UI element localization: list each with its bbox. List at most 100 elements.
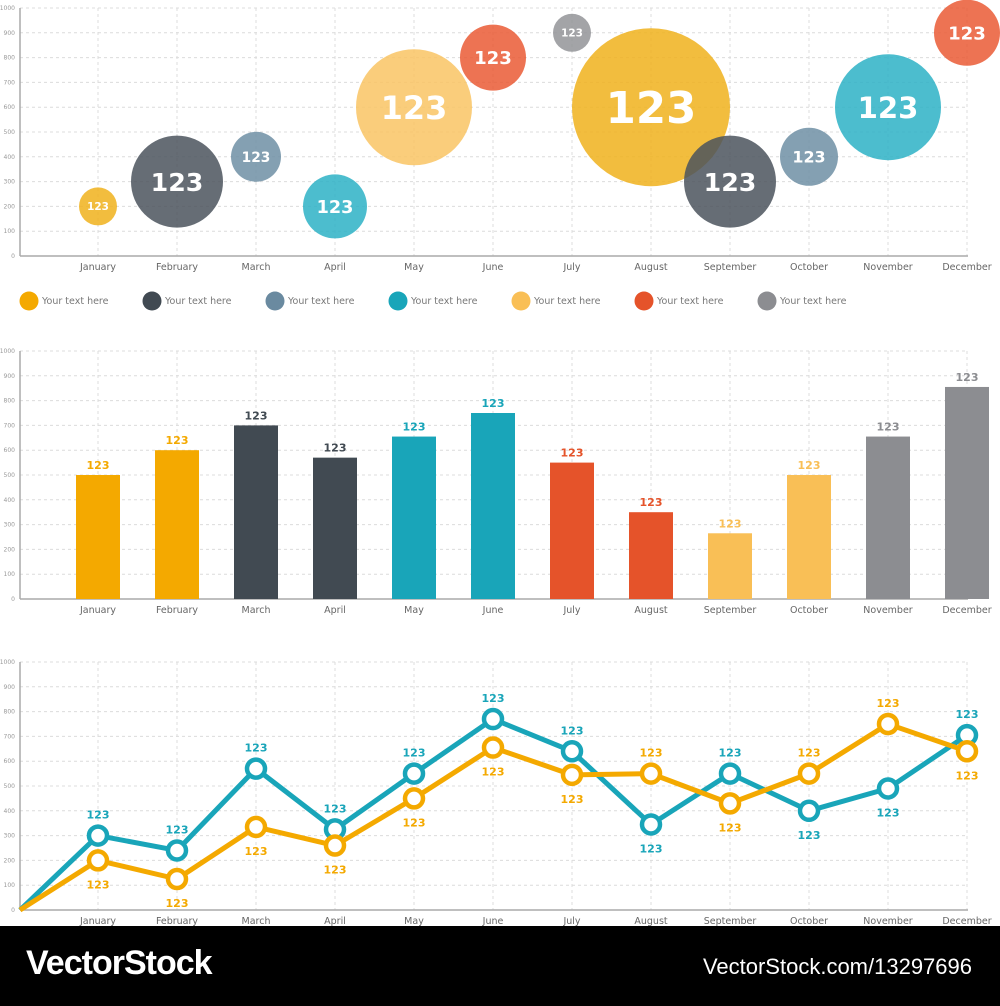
bar-label: 123 <box>324 442 347 455</box>
data-label: 123 <box>245 845 268 858</box>
x-tick-label: April <box>324 916 346 926</box>
data-point <box>797 799 821 823</box>
bar-label: 123 <box>403 421 426 434</box>
legend-swatch <box>388 291 408 311</box>
data-label: 123 <box>956 708 979 721</box>
x-tick-label: October <box>790 916 828 926</box>
data-point <box>876 777 900 800</box>
x-tick-label: August <box>634 916 668 926</box>
bubble <box>553 13 591 52</box>
y-tick-label: 600 <box>4 758 16 765</box>
x-tick-label: January <box>79 605 116 616</box>
data-label: 123 <box>245 742 268 755</box>
data-label: 123 <box>403 816 426 829</box>
data-label: 123 <box>166 897 189 910</box>
data-label: 123 <box>166 823 189 836</box>
bar-label: 123 <box>482 397 505 410</box>
y-tick-label: 900 <box>4 373 16 380</box>
x-tick-label: August <box>634 262 668 273</box>
data-point <box>86 824 110 847</box>
y-tick-label: 300 <box>4 179 16 186</box>
bubble-label: 123 <box>948 23 986 44</box>
legend-swatch <box>265 291 285 311</box>
y-tick-label: 100 <box>4 882 16 889</box>
x-tick-label: February <box>156 605 198 616</box>
y-tick-label: 200 <box>4 203 16 210</box>
x-tick-label: September <box>704 262 757 273</box>
x-tick-label: March <box>242 262 271 273</box>
x-tick-label: December <box>942 605 991 616</box>
data-label: 123 <box>877 697 900 710</box>
data-point <box>481 707 505 731</box>
y-tick-label: 700 <box>4 733 16 740</box>
y-tick-label: 800 <box>4 398 16 405</box>
y-tick-label: 200 <box>4 857 16 864</box>
bar-label: 123 <box>640 496 663 509</box>
bubble-label: 123 <box>381 89 448 127</box>
data-point <box>955 740 979 763</box>
x-tick-label: February <box>156 262 198 273</box>
y-tick-label: 400 <box>4 808 16 815</box>
data-point <box>560 763 584 787</box>
data-label: 123 <box>561 793 584 806</box>
y-tick-label: 900 <box>4 684 16 691</box>
y-tick-label: 300 <box>4 522 16 529</box>
data-point <box>165 839 189 862</box>
y-tick-label: 1000 <box>0 659 15 666</box>
data-point <box>639 762 663 785</box>
x-tick-label: October <box>790 605 828 616</box>
bar <box>629 512 673 599</box>
data-label: 123 <box>482 692 505 705</box>
bubble-label: 123 <box>87 201 109 213</box>
legend-label: Your text here <box>41 296 109 307</box>
legend-swatch <box>511 291 531 311</box>
y-tick-label: 700 <box>4 79 16 86</box>
data-label: 123 <box>956 769 979 782</box>
bubble-label: 123 <box>704 168 757 197</box>
y-tick-label: 400 <box>4 154 16 161</box>
x-tick-label: October <box>790 262 828 273</box>
data-label: 123 <box>798 829 821 842</box>
data-point <box>639 813 663 836</box>
x-tick-label: March <box>242 916 271 926</box>
x-tick-label: September <box>704 605 757 616</box>
bar <box>550 462 594 599</box>
x-tick-label: June <box>482 916 504 926</box>
legend-label: Your text here <box>287 296 355 307</box>
x-tick-label: November <box>863 605 913 616</box>
x-tick-label: January <box>79 262 116 273</box>
legend-swatch <box>142 291 162 311</box>
data-label: 123 <box>640 747 663 760</box>
x-tick-label: November <box>863 262 913 273</box>
data-point <box>165 867 189 891</box>
bar-label: 123 <box>245 409 268 422</box>
x-tick-label: June <box>482 262 504 273</box>
bubble <box>460 24 526 91</box>
y-tick-label: 800 <box>4 709 16 716</box>
bar-label: 123 <box>561 447 584 460</box>
bubble <box>79 187 117 226</box>
data-point <box>323 834 347 857</box>
bar <box>313 457 357 599</box>
bar <box>234 425 278 599</box>
x-tick-label: April <box>324 262 346 273</box>
bar-label: 123 <box>166 434 189 447</box>
y-tick-label: 400 <box>4 497 16 504</box>
data-label: 123 <box>561 724 584 737</box>
y-tick-label: 500 <box>4 129 16 136</box>
bubble-label: 123 <box>606 84 697 134</box>
x-tick-label: March <box>242 605 271 616</box>
x-tick-label: July <box>562 262 580 273</box>
y-tick-label: 600 <box>4 447 16 454</box>
data-label: 123 <box>640 842 663 855</box>
y-tick-label: 600 <box>4 104 16 111</box>
data-point <box>244 757 268 780</box>
bar <box>76 475 120 599</box>
bar <box>471 413 515 599</box>
data-label: 123 <box>482 766 505 779</box>
x-tick-label: February <box>156 916 198 926</box>
x-tick-label: May <box>404 916 424 926</box>
x-tick-label: December <box>942 916 991 926</box>
data-label: 123 <box>324 864 347 877</box>
y-tick-label: 900 <box>4 30 16 37</box>
